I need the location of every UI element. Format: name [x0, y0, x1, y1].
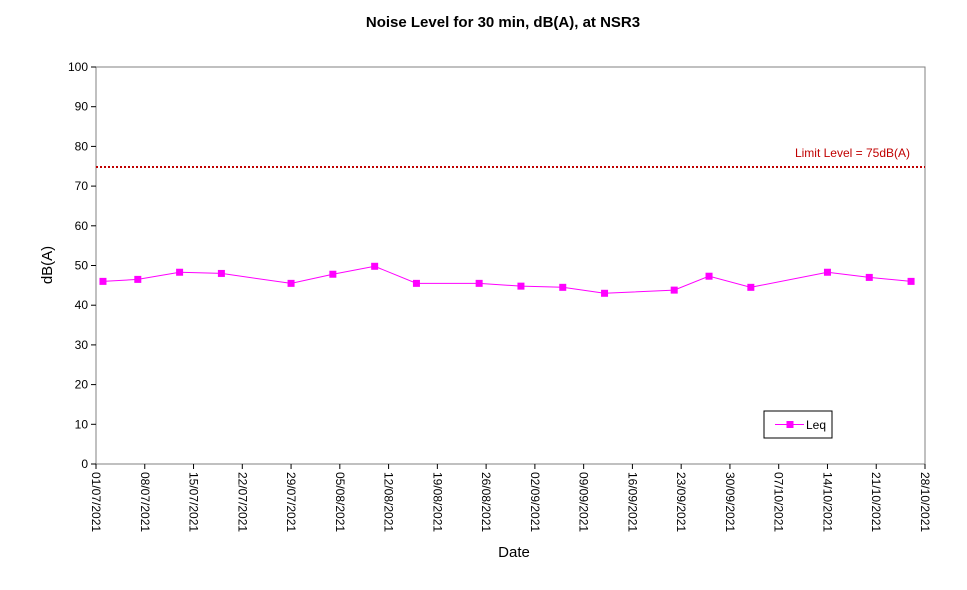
y-tick-label: 80	[75, 139, 89, 153]
data-point-leq	[412, 279, 420, 287]
x-tick-label: 30/09/2021	[723, 472, 737, 532]
data-point-leq	[517, 282, 525, 290]
y-tick-label: 0	[81, 457, 88, 471]
y-tick-label: 60	[75, 219, 89, 233]
data-point-leq	[99, 277, 107, 285]
series-line-leq	[102, 265, 912, 294]
x-tick-label: 26/08/2021	[479, 472, 493, 532]
y-tick-label: 10	[75, 417, 89, 431]
x-tick-label: 19/08/2021	[430, 472, 444, 532]
x-tick-label: 22/07/2021	[235, 472, 249, 532]
chart-title: Noise Level for 30 min, dB(A), at NSR3	[366, 14, 640, 31]
x-tick-label: 23/09/2021	[674, 472, 688, 532]
y-axis: 0 10 20 30 40 50 60 70 80 90 100	[68, 60, 96, 471]
x-tick-label: 09/09/2021	[577, 472, 591, 532]
legend-marker-square	[786, 421, 794, 428]
x-axis-label: Date	[498, 544, 530, 561]
y-tick-label: 30	[75, 338, 89, 352]
data-point-leq	[907, 277, 915, 285]
legend-label-leq: Leq	[806, 418, 826, 432]
data-point-leq	[329, 270, 337, 278]
x-tick-label: 14/10/2021	[820, 472, 834, 532]
x-tick-label: 15/07/2021	[187, 472, 201, 532]
x-tick-label: 08/07/2021	[138, 472, 152, 532]
x-tick-label: 29/07/2021	[284, 472, 298, 532]
data-point-leq	[670, 286, 678, 294]
data-point-leq	[705, 272, 713, 280]
plot-area	[95, 66, 926, 465]
y-tick-label: 90	[75, 100, 89, 114]
series-leq	[99, 262, 915, 297]
data-point-leq	[823, 268, 831, 276]
data-point-leq	[601, 289, 609, 297]
y-tick-label: 20	[75, 378, 89, 392]
y-axis-label: dB(A)	[39, 246, 56, 284]
x-tick-label: 07/10/2021	[772, 472, 786, 532]
y-tick-label: 100	[68, 60, 88, 74]
data-point-leq	[559, 283, 567, 291]
limit-level-label: Limit Level = 75dB(A)	[795, 146, 910, 160]
data-point-leq	[747, 283, 755, 291]
data-point-leq	[475, 279, 483, 287]
x-tick-label: 28/10/2021	[918, 472, 932, 532]
data-point-leq	[134, 275, 142, 283]
legend: Leq	[763, 410, 833, 439]
x-tick-label: 21/10/2021	[869, 472, 883, 532]
x-tick-label: 01/07/2021	[89, 472, 103, 532]
data-point-leq	[287, 279, 295, 287]
y-tick-label: 40	[75, 298, 89, 312]
data-point-leq	[176, 268, 184, 276]
data-point-leq	[217, 269, 225, 277]
y-tick-label: 70	[75, 179, 89, 193]
x-tick-label: 05/08/2021	[333, 472, 347, 532]
x-axis: 01/07/2021 08/07/2021 15/07/2021 22/07/2021…	[89, 464, 932, 532]
x-tick-label: 16/09/2021	[625, 472, 639, 532]
x-tick-label: 12/08/2021	[382, 472, 396, 532]
data-point-leq	[371, 262, 379, 270]
x-tick-label: 02/09/2021	[528, 472, 542, 532]
data-point-leq	[865, 273, 873, 281]
y-tick-label: 50	[75, 259, 89, 273]
